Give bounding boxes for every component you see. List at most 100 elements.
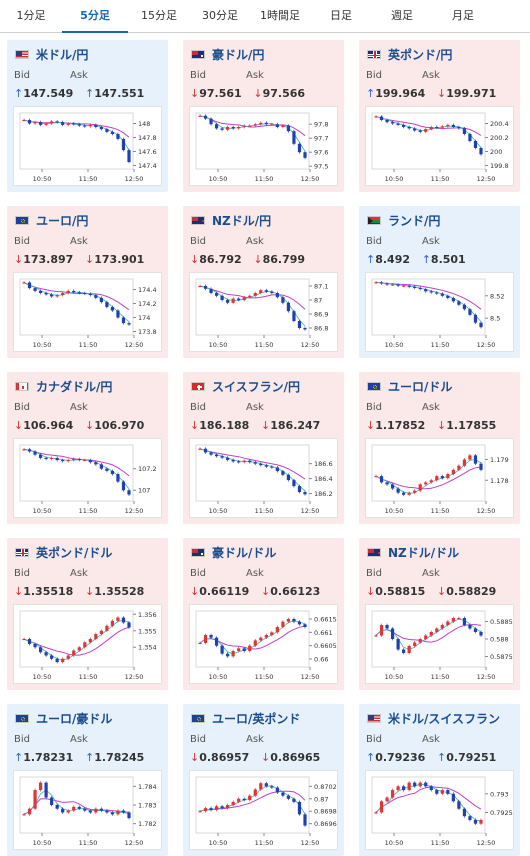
rate-card[interactable]: 豪ドル/ドル Bid Ask ↓0.66119 ↓0.66123 0.6615 0… [183, 538, 344, 690]
rate-card[interactable]: 豪ドル/円 Bid Ask ↓97.561 ↓97.566 97.8 97.7 97… [183, 40, 344, 192]
rate-card[interactable]: 英ポンド/ドル Bid Ask ↓1.35518 ↓1.35528 1.356 1… [7, 538, 168, 690]
tab-1hour[interactable]: 1時間足 [260, 9, 300, 22]
pair-link[interactable]: スイスフラン/円 [191, 378, 300, 394]
candle-body [390, 484, 395, 489]
ca-flag-icon [15, 381, 29, 391]
candle-body [418, 639, 422, 643]
pair-link[interactable]: ユーロ/豪ドル [15, 710, 112, 726]
arrow-up-icon: ↑ [85, 751, 95, 764]
candle-body [468, 134, 472, 141]
rate-card[interactable]: スイスフラン/円 Bid Ask ↓186.188 ↓186.247 186.6… [183, 372, 344, 524]
candle-body [479, 322, 483, 328]
mini-chart[interactable]: 107.2 107 10:50 11:50 12:50 [13, 438, 162, 518]
plot-area [195, 776, 310, 834]
arrow-down-icon: ↓ [253, 87, 263, 100]
pair-link[interactable]: カナダドル/円 [15, 378, 112, 394]
rate-card[interactable]: NZドル/円 Bid Ask ↓86.792 ↓86.799 87.1 87 86.… [183, 206, 344, 358]
rate-card[interactable]: ユーロ/円 Bid Ask ↓173.897 ↓173.901 174.4 174… [7, 206, 168, 358]
candle-body [429, 291, 433, 293]
rate-card[interactable]: ユーロ/豪ドル Bid Ask ↑1.78231 ↑1.78245 1.784 1… [7, 704, 168, 856]
candle-body [83, 642, 87, 648]
candle-body [203, 808, 208, 812]
bid-value: 0.86957 [199, 751, 250, 764]
mini-chart[interactable]: 87.1 87 86.9 86.8 10:50 11:50 12:50 [189, 272, 338, 352]
pair-link[interactable]: ユーロ/英ポンド [191, 710, 300, 726]
candle-body [259, 290, 263, 293]
mini-chart[interactable]: 97.8 97.7 97.6 97.5 10:50 11:50 12:50 [189, 106, 338, 186]
candle-body [451, 793, 455, 802]
mini-chart[interactable]: 1.356 1.355 1.354 10:50 11:50 12:50 [13, 604, 162, 684]
pair-link[interactable]: 英ポンド/ドル [15, 544, 112, 560]
mini-chart[interactable]: 200.4 200.2 200 199.8 10:50 11:50 12:50 [365, 106, 514, 186]
candle-body [198, 643, 202, 644]
candle-body [55, 805, 59, 809]
bid-value: 97.561 [199, 87, 242, 100]
rate-card[interactable]: ユーロ/英ポンド Bid Ask ↓0.86957 ↓0.86965 0.870… [183, 704, 344, 856]
quote-values: ↓173.897 ↓173.901 [14, 253, 144, 266]
candle-body [22, 282, 26, 284]
y-tick-label: 0.5875 [490, 653, 513, 661]
pair-link[interactable]: ユーロ/ドル [367, 378, 452, 394]
mini-chart[interactable]: 186.6 186.4 186.2 10:50 11:50 12:50 [189, 438, 338, 518]
rate-card[interactable]: 米ドル/円 Bid Ask ↑147.549 ↑147.551 148 147.8… [7, 40, 168, 192]
pair-link[interactable]: 米ドル/円 [15, 46, 88, 62]
pair-link[interactable]: 豪ドル/円 [191, 46, 264, 62]
ask-value: 0.79251 [446, 751, 497, 764]
candle-body [418, 287, 422, 290]
tab-1min[interactable]: 1分足 [16, 9, 46, 22]
mini-chart[interactable]: 0.793 0.7925 10:50 11:50 12:50 [365, 770, 514, 850]
ma-long-line [375, 786, 482, 813]
candle-body [88, 293, 92, 296]
pair-link[interactable]: NZドル/円 [191, 212, 271, 228]
candle-body [385, 283, 389, 285]
candle-body [61, 658, 65, 663]
tab-monthly[interactable]: 月足 [452, 9, 474, 22]
rate-card[interactable]: 米ドル/スイスフラン Bid Ask ↑0.79236 ↑0.79251 0.7… [359, 704, 520, 856]
rate-card[interactable]: カナダドル/円 Bid Ask ↓106.964 ↓106.970 107.2 1… [7, 372, 168, 524]
x-tick-label: 11:50 [431, 839, 450, 847]
y-tick-label: 0.8698 [314, 808, 337, 816]
pair-name: ユーロ/英ポンド [212, 711, 301, 726]
pair-link[interactable]: NZドル/ドル [367, 544, 459, 560]
tab-30min[interactable]: 30分足 [202, 9, 238, 22]
tab-15min[interactable]: 15分足 [141, 9, 177, 22]
plot-area [195, 278, 310, 336]
x-tick-label: 12:50 [301, 507, 320, 515]
rate-card[interactable]: 英ポンド/円 Bid Ask ↑199.964 ↓199.971 200.4 20… [359, 40, 520, 192]
x-tick-label: 10:50 [209, 341, 228, 349]
candle-body [451, 298, 455, 302]
pair-link[interactable]: ランド/円 [367, 212, 440, 228]
pair-link[interactable]: 米ドル/スイスフラン [367, 710, 500, 726]
pair-link[interactable]: 英ポンド/円 [367, 46, 452, 62]
candle-body [77, 647, 81, 651]
rate-card[interactable]: ランド/円 Bid Ask ↑8.492 ↑8.501 8.52 8.5 10:50… [359, 206, 520, 358]
candle-body [297, 321, 302, 328]
candle-body [72, 650, 76, 656]
x-tick-label: 12:50 [477, 341, 496, 349]
candle-body [231, 459, 235, 462]
mini-chart[interactable]: 1.784 1.783 1.782 10:50 11:50 12:50 [13, 770, 162, 850]
candle-body [209, 118, 213, 125]
mini-chart[interactable]: 0.6615 0.661 0.6605 0.66 10:50 11:50 12:50 [189, 604, 338, 684]
arrow-down-icon: ↓ [190, 253, 200, 266]
mini-chart[interactable]: 8.52 8.5 10:50 11:50 12:50 [365, 272, 514, 352]
mini-chart[interactable]: 174.4 174.2 174 173.8 10:50 11:50 12:50 [13, 272, 162, 352]
candle-body [105, 468, 109, 471]
candle-body [116, 617, 120, 621]
mini-chart[interactable]: 0.8702 0.87 0.8698 0.8696 10:50 11:50 12:50 [189, 770, 338, 850]
tab-5min[interactable]: 5分足 [62, 0, 128, 33]
candle-body [83, 460, 87, 462]
rate-card[interactable]: NZドル/ドル Bid Ask ↓0.58815 ↓0.58829 0.5885… [359, 538, 520, 690]
mini-chart[interactable]: 148 147.8 147.6 147.4 10:50 11:50 12:50 [13, 106, 162, 186]
mini-chart[interactable]: 0.5885 0.588 0.5875 10:50 11:50 12:50 [365, 604, 514, 684]
tab-daily[interactable]: 日足 [330, 9, 352, 22]
mini-chart[interactable]: 1.179 1.178 10:50 11:50 12:50 [365, 438, 514, 518]
pair-link[interactable]: 豪ドル/ドル [191, 544, 276, 560]
candle-body [270, 786, 274, 788]
rate-card[interactable]: ユーロ/ドル Bid Ask ↓1.17852 ↓1.17855 1.179 1.… [359, 372, 520, 524]
candle-body [451, 469, 455, 475]
pair-link[interactable]: ユーロ/円 [15, 212, 88, 228]
tab-weekly[interactable]: 週足 [391, 9, 413, 22]
candle-body [473, 819, 478, 824]
candle-body [88, 124, 92, 127]
